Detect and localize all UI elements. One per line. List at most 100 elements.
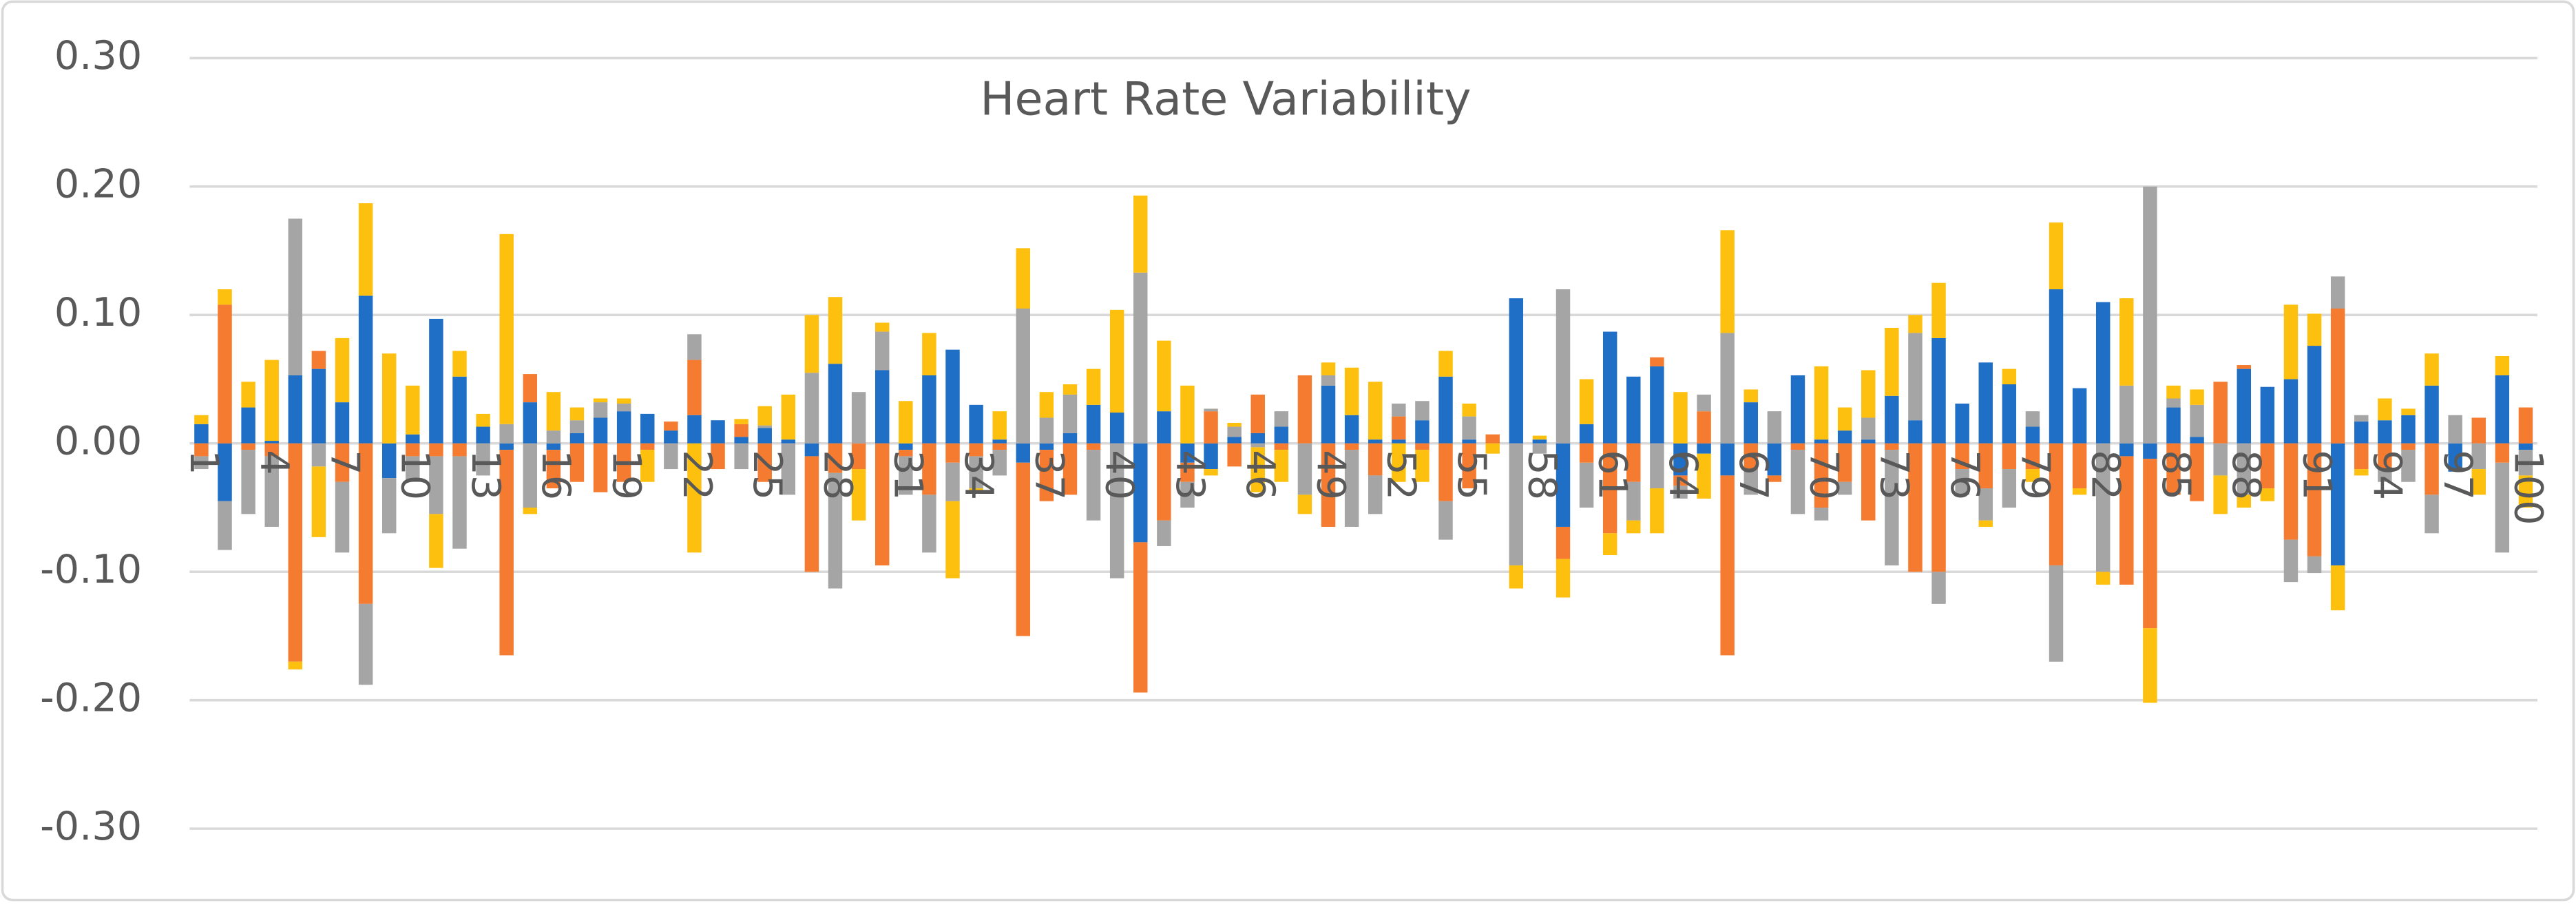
bar <box>2095 443 2111 572</box>
bar <box>2237 365 2252 369</box>
bar <box>452 376 467 444</box>
bar <box>1133 195 1148 273</box>
bar <box>2307 313 2322 346</box>
bar <box>2260 443 2275 489</box>
bar <box>2518 407 2533 444</box>
bar <box>1509 565 1524 589</box>
bar <box>1227 443 1242 467</box>
bar <box>1814 439 1829 444</box>
bar <box>922 375 936 444</box>
bar <box>1157 443 1171 521</box>
bar <box>992 443 1007 450</box>
bar <box>1133 272 1148 444</box>
bar <box>523 443 538 508</box>
bar <box>2448 443 2462 472</box>
bar <box>2425 495 2439 534</box>
bar <box>1626 520 1641 534</box>
bar <box>452 456 467 549</box>
bar <box>546 443 561 450</box>
x-tick-label: 46 <box>1237 450 1283 500</box>
x-tick-label: 40 <box>1097 450 1142 500</box>
bar <box>429 514 443 568</box>
bar <box>2495 355 2510 375</box>
bar <box>1673 475 1688 486</box>
bar <box>1133 443 1148 543</box>
bar <box>1438 501 1453 540</box>
bar <box>1885 443 1899 450</box>
bar <box>194 424 209 444</box>
bar <box>2330 565 2345 611</box>
bar <box>1790 450 1805 514</box>
bar <box>2471 443 2486 470</box>
bar <box>1790 375 1805 444</box>
bar <box>1016 308 1031 444</box>
bar <box>2283 379 2298 444</box>
bar <box>241 407 255 444</box>
bar <box>452 443 467 457</box>
layer <box>194 186 2533 703</box>
bar <box>2072 388 2087 444</box>
bar <box>969 404 983 444</box>
bar <box>2002 384 2017 444</box>
bar <box>1204 408 1218 412</box>
bar <box>804 443 819 457</box>
bar <box>2190 443 2204 501</box>
x-tick-label: 19 <box>604 450 649 500</box>
bar <box>1650 443 1664 489</box>
bar <box>2143 459 2157 629</box>
x-tick-label: 58 <box>1519 450 1564 500</box>
x-tick-label: 34 <box>956 450 1001 500</box>
bar <box>922 333 936 375</box>
bar <box>429 443 443 457</box>
bar <box>1321 385 1336 444</box>
x-tick-label: 55 <box>1449 450 1494 500</box>
bar <box>851 469 866 521</box>
bar <box>2354 422 2369 444</box>
bar <box>288 218 303 375</box>
bar <box>1180 443 1195 463</box>
bar <box>523 402 538 444</box>
bar <box>1392 439 1406 444</box>
bar <box>1579 443 1594 463</box>
bar <box>1720 230 1735 333</box>
bar <box>1673 486 1688 499</box>
x-tick-label: 25 <box>744 450 790 500</box>
bar <box>1837 407 1852 431</box>
bar <box>452 351 467 377</box>
bar <box>1274 443 1289 450</box>
bar <box>1204 443 1218 470</box>
bar <box>2283 539 2298 583</box>
bar <box>335 443 350 482</box>
bar <box>358 443 373 604</box>
bar <box>2002 368 2017 385</box>
bar <box>899 401 913 444</box>
x-tick-label: 79 <box>2012 450 2057 500</box>
bar <box>311 368 326 444</box>
bar <box>2283 443 2298 540</box>
bar <box>406 443 420 457</box>
x-tick-label: 31 <box>886 450 931 500</box>
bar <box>2237 495 2252 508</box>
bar <box>593 402 608 418</box>
bar <box>1250 447 1265 492</box>
bar <box>2190 404 2204 437</box>
x-tick-label: 1 <box>181 450 227 475</box>
bar <box>499 443 514 450</box>
bar <box>899 450 913 457</box>
bar <box>734 437 748 444</box>
bar <box>945 462 960 501</box>
bar <box>1344 443 1359 450</box>
bar <box>2401 408 2416 415</box>
bar <box>2307 346 2322 444</box>
bar <box>616 398 631 404</box>
bar <box>1743 402 1758 444</box>
bar <box>1720 475 1735 656</box>
bar <box>1415 443 1430 450</box>
bar <box>1321 362 1336 375</box>
x-tick-label: 73 <box>1872 450 1917 500</box>
bar <box>2025 411 2040 427</box>
bar <box>2143 628 2157 703</box>
bar <box>828 297 843 364</box>
bar <box>1861 443 1876 521</box>
bar <box>687 443 702 553</box>
